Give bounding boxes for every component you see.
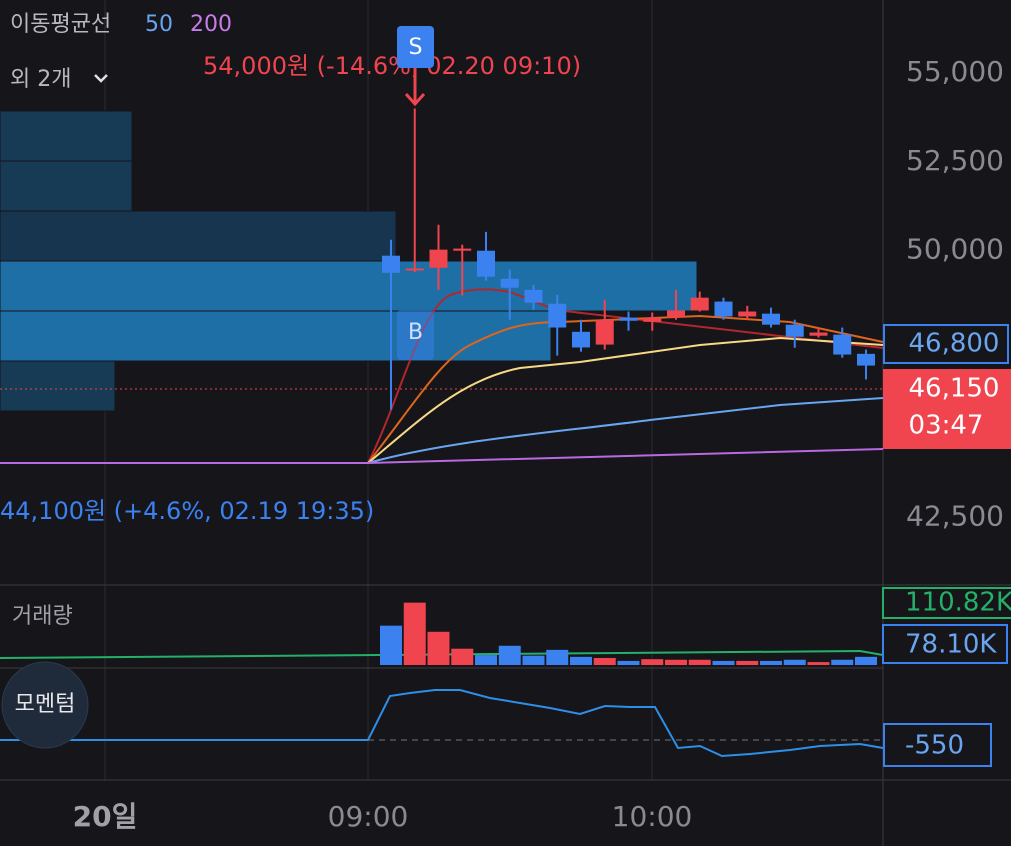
candle-body — [500, 278, 519, 288]
y-tick-label: 52,500 — [906, 144, 1004, 177]
ma-tag — [883, 324, 1009, 364]
volume-title: 거래량 — [12, 604, 73, 629]
ma-line — [0, 288, 884, 464]
candle-body — [738, 311, 757, 317]
volume-tag — [882, 587, 1011, 619]
momentum-title: 모멘텀 — [15, 692, 76, 717]
chevron — [94, 74, 108, 83]
volume-bar — [403, 602, 426, 665]
period: 200 — [190, 12, 232, 37]
y-tick-label: 42,500 — [906, 499, 1004, 532]
candle-body — [572, 331, 590, 348]
volume-bar — [688, 659, 711, 665]
ma-line — [0, 448, 884, 464]
x-tick-label: 20일 — [73, 800, 138, 833]
candle-body — [619, 317, 638, 321]
indicator-icon[interactable] — [1, 661, 89, 749]
momentum-tag-label: -550 — [905, 731, 964, 761]
last-price: 46,150 — [909, 374, 1000, 404]
candle-body — [785, 324, 804, 337]
indicator-title: 이동평균선 — [10, 12, 111, 37]
candle-body — [667, 310, 685, 318]
volume-ma-tag-label: 78.10K — [905, 630, 997, 660]
x-tick-label: 09:00 — [328, 800, 409, 833]
volume-bar — [593, 658, 616, 665]
candle-body — [382, 255, 400, 273]
volume-bar — [665, 659, 687, 665]
candle-body — [595, 319, 614, 345]
ma-line — [367, 336, 884, 464]
ma-tag-label: 46,800 — [909, 329, 1000, 359]
volume-tag-label: 110.82K — [905, 588, 1011, 618]
volume-ma — [0, 649, 884, 659]
high-annotation: 54,000원 (-14.6%, 02.20 09:10) — [203, 52, 581, 80]
buy-badge-label: B — [408, 320, 423, 345]
volume-bar — [641, 659, 664, 665]
countdown: 03:47 — [909, 411, 984, 441]
y-tick-label: 55,000 — [906, 55, 1004, 88]
volume-bar — [570, 656, 592, 665]
candle-body — [857, 353, 875, 366]
period: 50 — [145, 12, 173, 37]
candle-body — [429, 249, 448, 268]
volume-bar — [712, 660, 735, 665]
volume-ma-tag — [882, 624, 1008, 664]
sell-arrow — [404, 68, 426, 107]
volume-bar — [498, 645, 521, 665]
momentum-tag — [883, 723, 992, 767]
candle-body — [405, 268, 424, 271]
volume-bar — [546, 649, 569, 665]
volume-profile — [0, 110, 698, 412]
candle-body — [524, 289, 543, 303]
candle-body — [762, 313, 780, 325]
volume-bar — [736, 660, 759, 665]
sell-badge-label: S — [409, 35, 423, 60]
candle-body — [690, 297, 709, 311]
candle-body — [809, 332, 828, 336]
ma-line — [367, 397, 884, 464]
last-price-tag — [883, 369, 1011, 449]
y-tick-label: 50,000 — [906, 233, 1004, 266]
low-annotation: 44,100원 (+4.6%, 02.19 19:35) — [0, 497, 374, 525]
volume-bar — [522, 655, 545, 665]
ma-line — [0, 314, 884, 464]
volume-bar — [427, 631, 450, 665]
buy-badge[interactable] — [397, 310, 434, 360]
candle-body — [477, 250, 495, 277]
volume-bar — [807, 662, 830, 665]
volume-bar — [760, 660, 782, 665]
volume-bar — [380, 625, 402, 665]
volume-bar — [831, 659, 854, 665]
candle-body — [548, 303, 567, 328]
candle-body — [453, 248, 472, 251]
volume-bar — [855, 656, 877, 665]
volume-bar — [617, 660, 640, 665]
candle-body — [714, 301, 733, 317]
candle-body — [833, 334, 852, 355]
volume-bar — [451, 648, 474, 665]
candle-body — [643, 317, 662, 322]
more-toggle[interactable]: 외 2개 — [10, 67, 71, 92]
momentum-line — [0, 689, 884, 758]
sell-badge[interactable] — [397, 26, 434, 68]
volume-bar — [475, 655, 497, 665]
volume-bar — [783, 659, 806, 665]
x-tick-label: 10:00 — [612, 800, 693, 833]
